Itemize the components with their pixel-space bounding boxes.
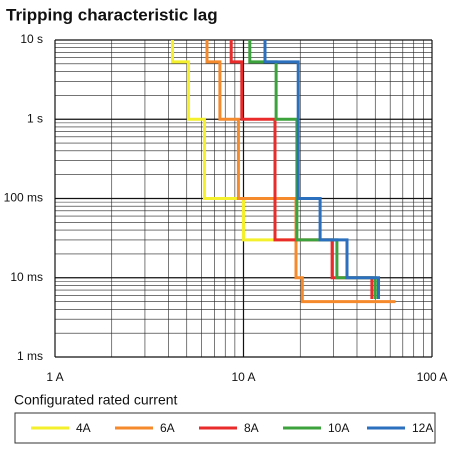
series-line [171, 40, 296, 242]
legend-label: 4A [76, 421, 91, 435]
chart-title: Tripping characteristic lag [6, 5, 218, 24]
legend-label: 10A [328, 421, 349, 435]
series-line [263, 40, 380, 299]
legend-label: 8A [244, 421, 259, 435]
y-tick-label: 10 s [20, 32, 43, 46]
series-line [205, 40, 396, 304]
y-tick-label: 1 s [27, 111, 43, 125]
x-tick-label: 10 A [231, 370, 255, 384]
legend-title: Configurated rated current [14, 392, 178, 408]
series-line [229, 40, 374, 299]
y-tick-label: 100 ms [4, 191, 43, 205]
legend-box [14, 412, 436, 444]
y-tick-label: 1 ms [17, 349, 43, 363]
y-tick-label: 10 ms [10, 270, 43, 284]
legend-label: 12A [412, 421, 433, 435]
legend-label: 6A [160, 421, 175, 435]
x-tick-label: 100 A [417, 370, 448, 384]
series-line [248, 40, 377, 299]
x-tick-label: 1 A [46, 370, 63, 384]
